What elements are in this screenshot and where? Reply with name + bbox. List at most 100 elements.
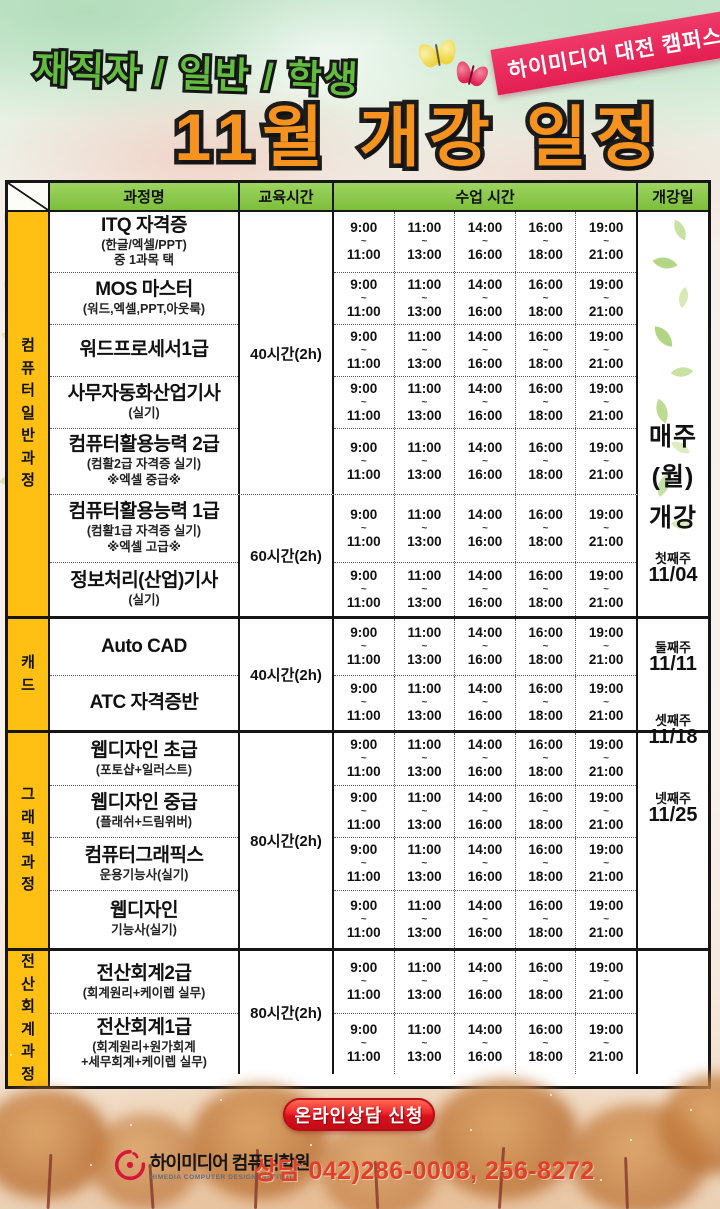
time-slot: 19:00 ~21:00 <box>575 429 636 494</box>
class-times-row: 9:00 ~11:00 11:00 ~13:00 14:00 ~16:00 16:00 ~18… <box>334 951 636 1013</box>
time-slot: 19:00 ~21:00 <box>575 619 636 675</box>
week-label: 둘째주 <box>655 640 691 655</box>
time-slot: 16:00 ~18:00 <box>514 1014 576 1074</box>
week-label: 넷째주 <box>655 791 691 806</box>
hours-span-block: 컴퓨터활용능력 1급 (컴활1급 자격증 실기) ※엑셀 고급※ 정보처리(산업… <box>50 494 638 616</box>
course-cell: ITQ 자격증 (한글/엑셀/PPT) 중 1과목 택 <box>50 212 238 272</box>
time-slot: 16:00 ~18:00 <box>514 273 576 324</box>
category-divider-line <box>638 616 708 619</box>
start-every-label: 매주 <box>648 423 697 451</box>
time-slot: 16:00 ~18:00 <box>514 676 576 730</box>
time-slot: 11:00 ~13:00 <box>393 563 455 616</box>
course-cell: 컴퓨터그래픽스 운용기능사(실기) <box>50 837 238 890</box>
course-title: 사무자동화산업기사 <box>67 383 221 405</box>
course-title: 컴퓨터활용능력 1급 <box>68 501 220 523</box>
time-slot: 9:00 ~11:00 <box>346 276 381 319</box>
leaf-icon <box>670 360 694 384</box>
time-slot: 16:00 ~18:00 <box>514 838 576 890</box>
leaf-icon <box>669 219 691 241</box>
time-slot: 16:00 ~18:00 <box>514 377 576 428</box>
week-date: 11/25 <box>648 804 698 826</box>
campus-ribbon: 하이미디어 대전 캠퍼스 <box>490 3 720 96</box>
class-times-row: 9:00 ~11:00 11:00 ~13:00 14:00 ~16:00 16:00 ~18… <box>334 495 636 562</box>
campus-ribbon-label: 하이미디어 대전 캠퍼스 <box>506 24 720 84</box>
course-title: 컴퓨터그래픽스 <box>84 844 204 866</box>
class-times-row: 9:00 ~11:00 11:00 ~13:00 14:00 ~16:00 16:00 ~18… <box>334 324 636 376</box>
course-cell: MOS 마스터 (워드,엑셀,PPT,아웃룩) <box>50 272 238 324</box>
class-times-row: 9:00 ~11:00 11:00 ~13:00 14:00 ~16:00 16:00 ~18… <box>334 733 636 785</box>
course-cell: 전산회계1급 (회계원리+원가회계 +세무회계+케이렙 실무) <box>50 1013 238 1074</box>
time-slot: 11:00 ~13:00 <box>393 273 455 324</box>
time-slot: 16:00 ~18:00 <box>514 429 576 494</box>
time-slot: 11:00 ~13:00 <box>393 786 455 837</box>
class-times-row: 9:00 ~11:00 11:00 ~13:00 14:00 ~16:00 16:00 ~18… <box>334 428 636 494</box>
time-slot: 14:00 ~16:00 <box>454 733 515 785</box>
course-title: 웹디자인 중급 <box>90 792 198 814</box>
time-slot: 9:00 ~11:00 <box>346 625 381 667</box>
time-slot: 9:00 ~11:00 <box>346 737 381 779</box>
time-slot: 14:00 ~16:00 <box>454 212 515 272</box>
week-date: 11/18 <box>648 726 698 748</box>
course-cell: 컴퓨터활용능력 1급 (컴활1급 자격증 실기) ※엑셀 고급※ <box>50 495 238 562</box>
time-slot: 14:00 ~16:00 <box>454 838 515 890</box>
time-slot: 14:00 ~16:00 <box>454 495 515 562</box>
logo-korean-name: 하이미디어 컴퓨터학원 <box>150 1153 311 1173</box>
time-slot: 14:00 ~16:00 <box>454 619 515 675</box>
table-header-row: 과정명 교육시간 수업 시간 개강일 <box>8 183 708 210</box>
course-title: 컴퓨터활용능력 2급 <box>68 434 220 456</box>
course-subtitle: ※엑셀 고급※ <box>107 539 181 554</box>
course-subtitle: (컴활1급 자격증 실기) <box>86 524 202 539</box>
time-slot: 19:00 ~21:00 <box>575 838 636 890</box>
leaf-icon <box>652 250 678 276</box>
time-slot: 9:00 ~11:00 <box>346 960 381 1002</box>
hours-span-block: Auto CAD ATC 자격증반 40시간(2h) 9:00 ~11:00 11:… <box>50 619 638 730</box>
time-slot: 9:00 ~11:00 <box>346 439 381 482</box>
time-slot: 11:00 ~13:00 <box>393 733 455 785</box>
course-title: MOS 마스터 <box>95 279 193 301</box>
time-slot: 11:00 ~13:00 <box>393 325 455 376</box>
category-label: 전산회계과정 <box>8 951 50 1086</box>
butterfly-icon <box>413 37 459 75</box>
education-hours-cell: 40시간(2h) <box>240 619 334 730</box>
course-subtitle: (플래쉬+드림위버) <box>95 815 193 830</box>
time-slot: 11:00 ~13:00 <box>393 891 455 948</box>
time-slot: 14:00 ~16:00 <box>454 891 515 948</box>
online-consult-button[interactable]: 온라인상담 신청 <box>283 1098 435 1131</box>
time-slot: 19:00 ~21:00 <box>575 733 636 785</box>
class-times-row: 9:00 ~11:00 11:00 ~13:00 14:00 ~16:00 16:00 ~18… <box>334 562 636 616</box>
course-cell: 전산회계2급 (회계원리+케이렙 실무) <box>50 951 238 1013</box>
time-slot: 11:00 ~13:00 <box>393 838 455 890</box>
time-slot: 11:00 ~13:00 <box>393 1014 455 1074</box>
category-divider-line <box>638 948 708 951</box>
start-open-label: 개강 <box>648 504 697 532</box>
course-cell: 웹디자인 초급 (포토샵+일러스트) <box>50 733 238 785</box>
time-slot: 9:00 ~11:00 <box>346 506 381 549</box>
education-hours-cell: 40시간(2h) <box>240 212 334 494</box>
course-title: 전산회계1급 <box>96 1016 192 1038</box>
course-subtitle: (실기) <box>128 406 160 421</box>
course-title: 정보처리(산업)기사 <box>70 570 218 592</box>
time-slot: 11:00 ~13:00 <box>393 429 455 494</box>
time-slot: 11:00 ~13:00 <box>393 676 455 730</box>
course-subtitle: (한글/엑셀/PPT) <box>101 237 187 252</box>
hours-span-block: 웹디자인 초급 (포토샵+일러스트) 웹디자인 중급 (플래쉬+드림위버) 컴퓨… <box>50 733 638 948</box>
course-title: 웹디자인 초급 <box>90 739 198 761</box>
course-cell: Auto CAD <box>50 619 238 675</box>
time-slot: 16:00 ~18:00 <box>514 495 576 562</box>
time-slot: 14:00 ~16:00 <box>454 676 515 730</box>
time-slot: 19:00 ~21:00 <box>575 676 636 730</box>
class-times-row: 9:00 ~11:00 11:00 ~13:00 14:00 ~16:00 16:00 ~18… <box>334 837 636 890</box>
time-slot: 9:00 ~11:00 <box>346 897 381 940</box>
schedule-table: 과정명 교육시간 수업 시간 개강일 컴퓨터일반과정 ITQ 자격증 (한글/엑… <box>5 180 711 1089</box>
week-date: 11/11 <box>649 653 697 675</box>
course-cell: 사무자동화산업기사 (실기) <box>50 376 238 428</box>
time-slot: 19:00 ~21:00 <box>575 951 636 1013</box>
category-label: 그래픽과정 <box>8 733 50 948</box>
time-slot: 14:00 ~16:00 <box>454 273 515 324</box>
time-slot: 9:00 ~11:00 <box>346 681 381 723</box>
time-slot: 16:00 ~18:00 <box>514 563 576 616</box>
time-slot: 16:00 ~18:00 <box>514 212 576 272</box>
course-subtitle: 중 1과목 택 <box>114 253 174 268</box>
time-slot: 14:00 ~16:00 <box>454 429 515 494</box>
